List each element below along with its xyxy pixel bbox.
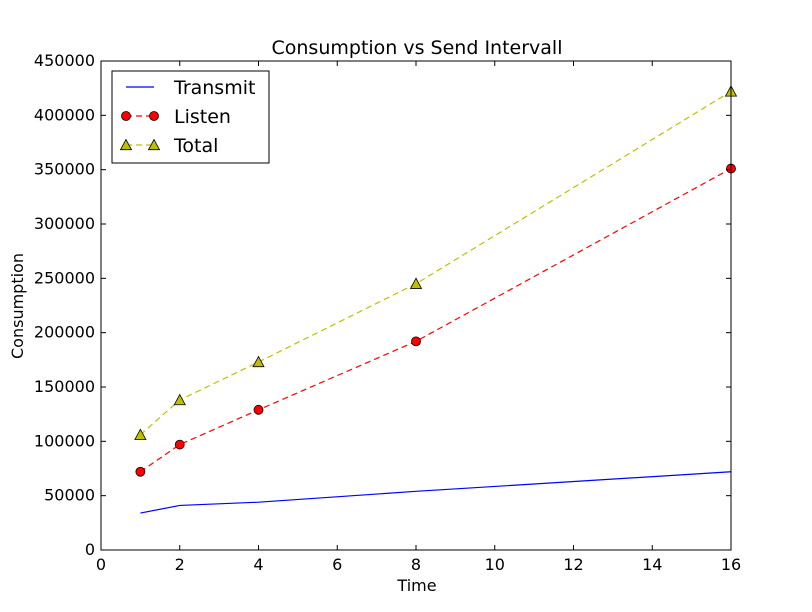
data-point [411,336,421,347]
x-tick-label: 8 [411,555,421,574]
plot-area: 0 2 4 6 8 10 12 14 16 0 50000 100000 150000 200000 250… [34,51,741,574]
y-tick-label: 400000 [34,105,95,124]
legend-item: Total [119,135,218,157]
x-tick-label: 0 [96,555,106,574]
legend-item: Transmit [126,77,255,99]
x-tick-label: 6 [332,555,342,574]
x-tick-label: 2 [175,555,185,574]
data-point [253,404,264,415]
chart-title: Consumption vs Send Intervall [272,37,563,59]
legend-label: Total [173,135,218,157]
x-tick-label: 4 [253,555,263,574]
y-tick-label: 350000 [34,160,95,179]
data-point [173,393,186,406]
series-2 [134,85,738,440]
x-tick-label: 10 [485,555,505,574]
y-tick-label: 0 [85,540,95,559]
series-1 [135,163,736,477]
x-axis-label: Time [396,576,436,595]
x-tick-label: 16 [721,555,741,574]
series-0 [140,471,732,514]
y-tick-label: 150000 [34,377,95,396]
y-tick-label: 250000 [34,268,95,287]
data-point [135,466,146,477]
y-tick-label: 200000 [34,323,95,342]
legend-box [111,70,270,164]
x-tick-label: 14 [642,555,662,574]
y-axis-label: Consumption [8,253,27,359]
x-tick-label: 12 [563,555,583,574]
data-point [174,439,185,450]
legend-marker [147,138,161,151]
legend-label: Listen [174,106,231,128]
data-point [409,277,423,289]
legend-item: Listen [121,106,231,128]
legend-marker [149,111,159,121]
legend-marker [121,111,131,121]
legend-marker [119,138,133,151]
y-tick-label: 50000 [44,486,95,505]
y-tick-label: 450000 [34,51,95,70]
legend-label: Transmit [173,77,255,99]
data-point [134,428,147,440]
series-line-2 [139,90,732,436]
series-line-0 [140,471,732,514]
y-tick-label: 100000 [34,431,95,450]
y-tick-label: 300000 [34,214,95,233]
data-point [252,355,265,368]
legend: Transmit Listen Total [111,70,270,164]
